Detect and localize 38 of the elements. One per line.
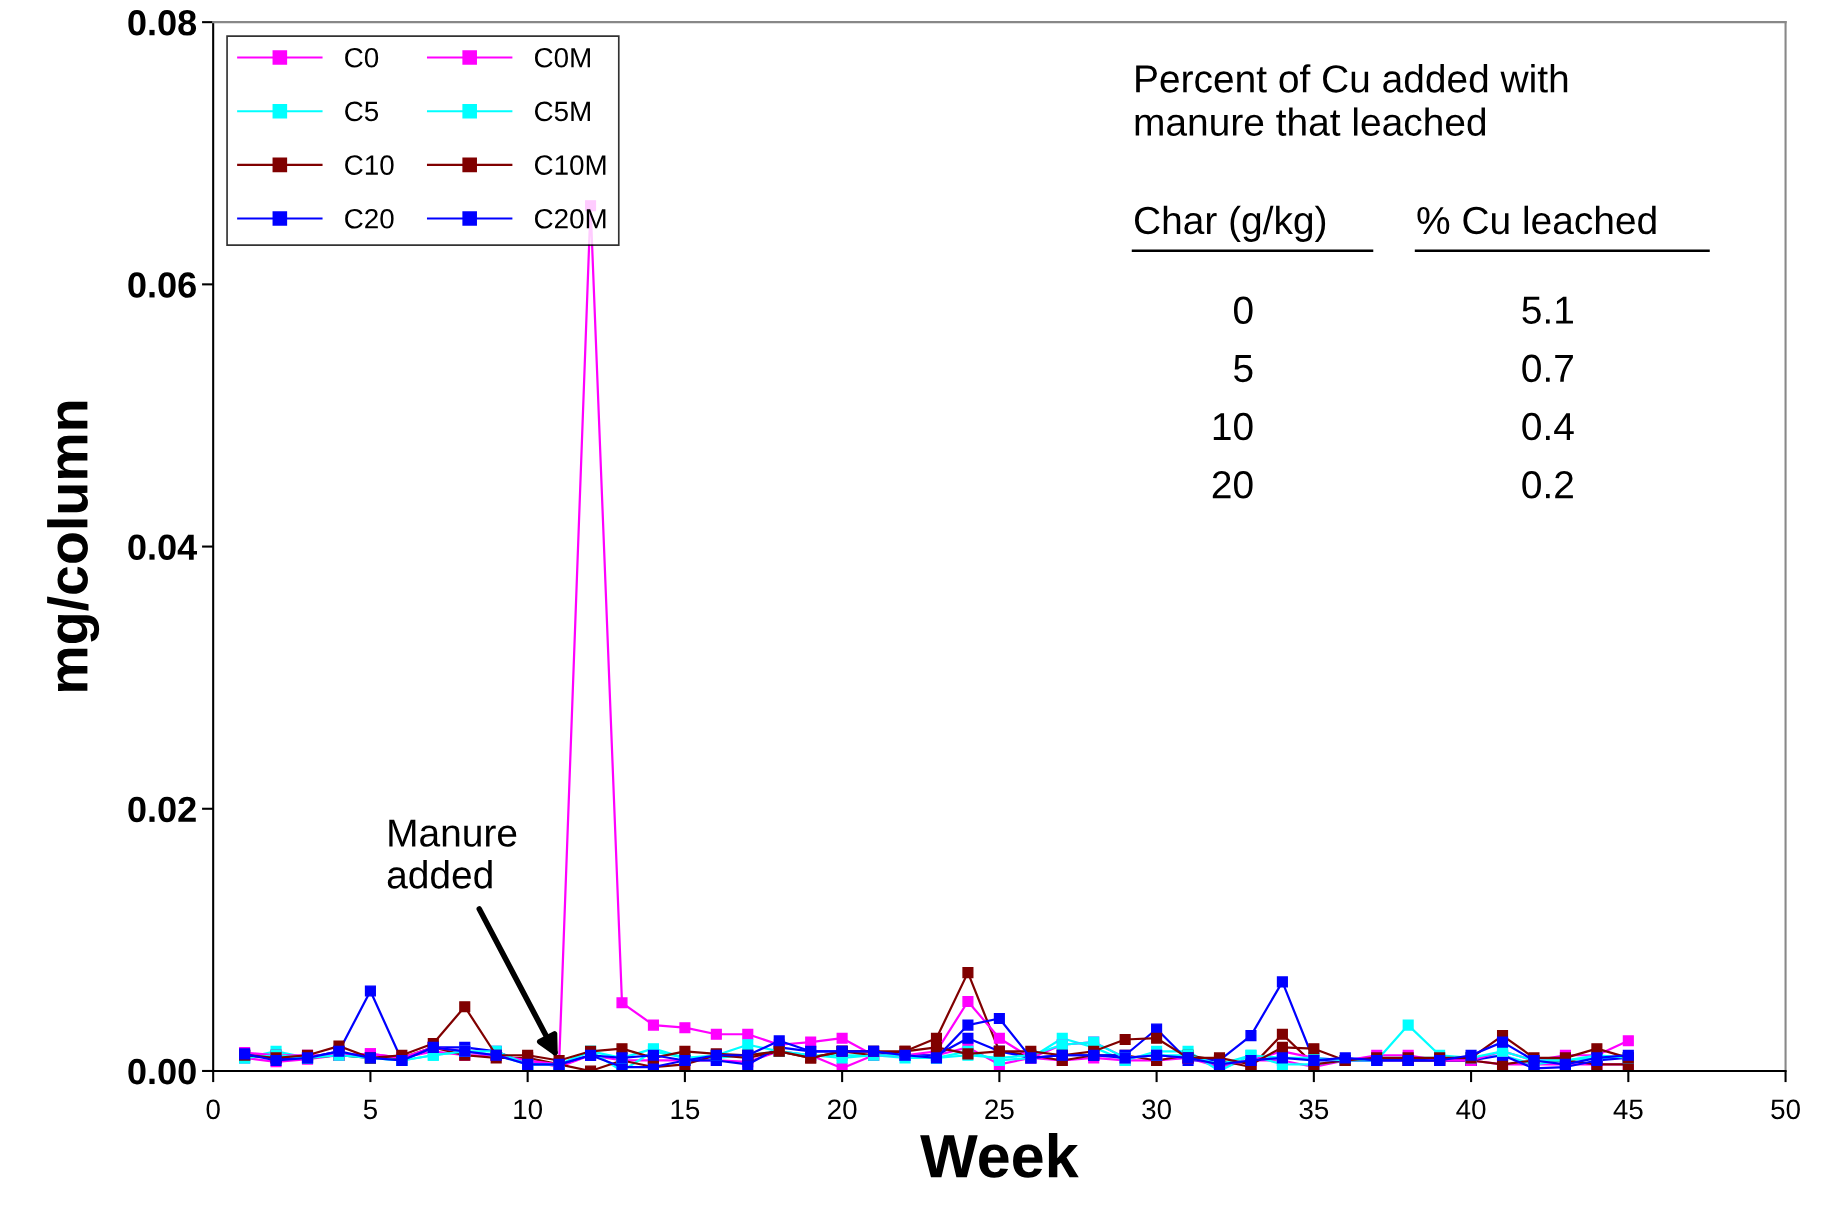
- x-tick-label: 20: [828, 1099, 857, 1120]
- legend-label: C10: [345, 155, 394, 175]
- annotation: 0.4: [1522, 412, 1574, 441]
- legend-label: C5: [345, 101, 379, 122]
- x-tick-label: 0: [206, 1099, 220, 1120]
- x-tick-label: 45: [1613, 1099, 1643, 1120]
- legend-label: C20: [345, 208, 394, 229]
- y-axis-title: mg/column: [47, 401, 100, 692]
- x-tick-label: 40: [1456, 1099, 1486, 1120]
- annotation: 0.7: [1522, 354, 1573, 383]
- annotation: 5.1: [1522, 296, 1573, 324]
- x-tick-label: 10: [514, 1099, 543, 1120]
- legend-label: C0M: [534, 47, 590, 68]
- annotation: 10: [1213, 412, 1253, 441]
- legend-label: C5M: [534, 101, 590, 122]
- legend-label: C10M: [534, 155, 606, 175]
- annotation: Percent of Cu added with manure that leached: [1135, 64, 1568, 136]
- y-tick-label: 0.06: [128, 272, 196, 298]
- annotation: 0: [1233, 296, 1253, 324]
- annotation: % Cu leached: [1417, 205, 1656, 235]
- x-tick-label: 30: [1142, 1099, 1171, 1120]
- annotation: Manure added: [387, 819, 517, 889]
- x-tick-label: 25: [985, 1099, 1014, 1120]
- annotation: 20: [1212, 471, 1253, 499]
- x-tick-label: 15: [671, 1099, 700, 1120]
- y-tick-label: 0.02: [128, 796, 196, 823]
- y-tick-label: 0.04: [128, 534, 198, 560]
- annotation: Char (g/kg): [1134, 205, 1326, 242]
- legend-label: C20M: [534, 208, 606, 229]
- x-tick-label: 50: [1771, 1099, 1800, 1120]
- x-tick-label: 5: [363, 1099, 377, 1120]
- x-axis-title: Week: [920, 1132, 1079, 1178]
- y-tick-label: 0.00: [128, 1058, 196, 1085]
- legend-label: C0: [345, 47, 379, 68]
- annotation: 0.2: [1522, 471, 1573, 499]
- x-tick-label: 35: [1299, 1099, 1329, 1120]
- y-tick-label: 0.08: [128, 10, 197, 36]
- annotation: 5: [1234, 355, 1253, 383]
